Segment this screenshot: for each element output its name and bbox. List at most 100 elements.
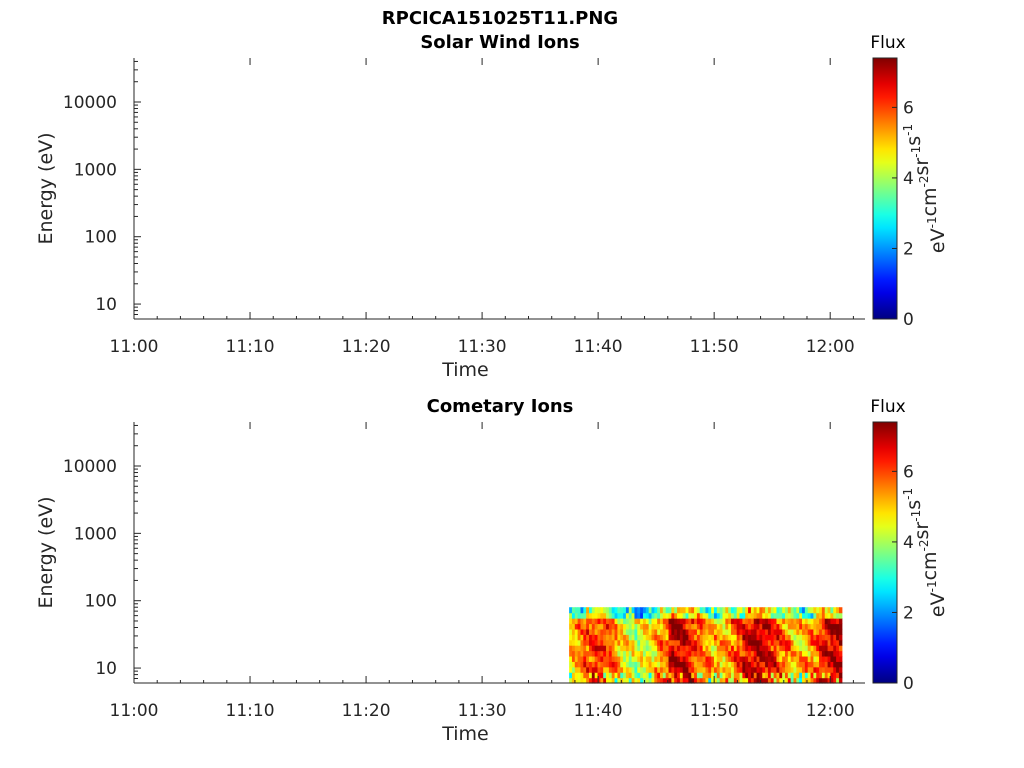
heatmap-cell	[648, 628, 653, 635]
heatmap-cell	[708, 672, 712, 679]
heatmap-cell	[665, 623, 670, 630]
heatmap-cell	[813, 623, 817, 630]
heatmap-cell	[691, 639, 695, 646]
heatmap-cell	[699, 612, 704, 619]
heatmap-cell	[731, 623, 735, 630]
heatmap-cell	[583, 655, 587, 662]
heatmap-cell	[838, 677, 843, 684]
heatmap-cell	[739, 628, 743, 635]
heatmap-cell	[603, 645, 607, 652]
heatmap-cell	[640, 645, 644, 652]
heatmap-cell	[773, 677, 778, 684]
heatmap-cell	[668, 655, 672, 662]
unit-exponent: -1	[901, 124, 915, 136]
heatmap-cell	[606, 677, 610, 684]
colorbar-tick-label: 6	[903, 462, 914, 482]
heatmap-cell	[716, 677, 721, 684]
heatmap-cell	[762, 666, 766, 673]
heatmap-cell	[716, 672, 721, 679]
unit-base: s	[903, 500, 925, 510]
x-tick-label: 11:30	[458, 337, 507, 357]
heatmap-cell	[586, 618, 590, 625]
heatmap-cell	[804, 650, 809, 657]
heatmap-cell	[770, 655, 775, 662]
heatmap-cell	[782, 666, 786, 673]
heatmap-cell	[702, 655, 707, 662]
heatmap-cell	[634, 655, 638, 662]
heatmap-cell	[679, 650, 684, 657]
heatmap-cell	[722, 634, 726, 641]
heatmap-cell	[759, 661, 763, 668]
heatmap-cell	[660, 655, 664, 662]
unit-exponent: -1	[909, 510, 923, 522]
heatmap-cell	[813, 612, 817, 619]
heatmap-cell	[827, 655, 832, 662]
heatmap-cell	[603, 661, 607, 668]
heatmap-cell	[685, 677, 690, 684]
heatmap-cell	[821, 628, 826, 635]
heatmap-cell	[796, 650, 800, 657]
heatmap-cell	[713, 677, 718, 684]
heatmap-cell	[742, 661, 746, 668]
heatmap-cell	[623, 628, 627, 635]
heatmap-cell	[591, 655, 596, 662]
heatmap-cell	[657, 612, 661, 619]
heatmap-cell	[799, 618, 803, 625]
heatmap-cell	[603, 650, 607, 657]
heatmap-cell	[810, 612, 814, 619]
heatmap-cell	[583, 666, 587, 673]
heatmap-cell	[606, 650, 610, 657]
heatmap-cell	[779, 639, 783, 646]
heatmap-cell	[600, 639, 604, 646]
heatmap-cell	[824, 612, 829, 619]
heatmap-cell	[773, 661, 778, 668]
heatmap-cell	[819, 672, 823, 679]
heatmap-cell	[736, 634, 741, 641]
heatmap-cell	[668, 645, 672, 652]
heatmap-cell	[779, 618, 783, 625]
heatmap-cell	[617, 661, 621, 668]
heatmap-cell	[642, 628, 647, 635]
heatmap-cell	[594, 661, 599, 668]
heatmap-cell	[634, 628, 638, 635]
heatmap-cell	[787, 623, 792, 630]
heatmap-cell	[713, 645, 718, 652]
heatmap-cell	[625, 650, 630, 657]
heatmap-cell	[583, 634, 587, 641]
heatmap-cell	[685, 628, 690, 635]
heatmap-cell	[716, 618, 721, 625]
heatmap-cell	[830, 634, 834, 641]
heatmap-cell	[725, 677, 729, 684]
heatmap-cell	[651, 645, 655, 652]
x-tick-label: 11:00	[110, 701, 159, 721]
y-tick-label: 10	[95, 659, 117, 679]
heatmap-cell	[728, 623, 732, 630]
heatmap-cell	[725, 650, 729, 657]
heatmap-cell	[821, 650, 826, 657]
heatmap-cell	[583, 677, 587, 684]
heatmap-cell	[824, 661, 829, 668]
heatmap-cell	[614, 634, 618, 641]
heatmap-cell	[802, 677, 806, 684]
heatmap-cell	[796, 607, 800, 614]
heatmap-cell	[813, 628, 817, 635]
heatmap-cell	[827, 607, 832, 614]
heatmap-cell	[654, 639, 658, 646]
heatmap-cell	[725, 628, 729, 635]
heatmap-cell	[679, 628, 684, 635]
heatmap-cell	[716, 666, 721, 673]
heatmap-cell	[603, 628, 607, 635]
heatmap-cell	[776, 623, 780, 630]
heatmap-cell	[603, 612, 607, 619]
heatmap-cell	[679, 623, 684, 630]
heatmap-cell	[580, 612, 584, 619]
heatmap-cell	[759, 645, 763, 652]
heatmap-cell	[750, 639, 755, 646]
heatmap-cell	[762, 672, 766, 679]
heatmap-cell	[782, 634, 786, 641]
heatmap-cell	[702, 645, 707, 652]
heatmap-cell	[716, 634, 721, 641]
heatmap-cell	[824, 628, 829, 635]
heatmap-cell	[790, 645, 795, 652]
heatmap-cell	[796, 618, 800, 625]
